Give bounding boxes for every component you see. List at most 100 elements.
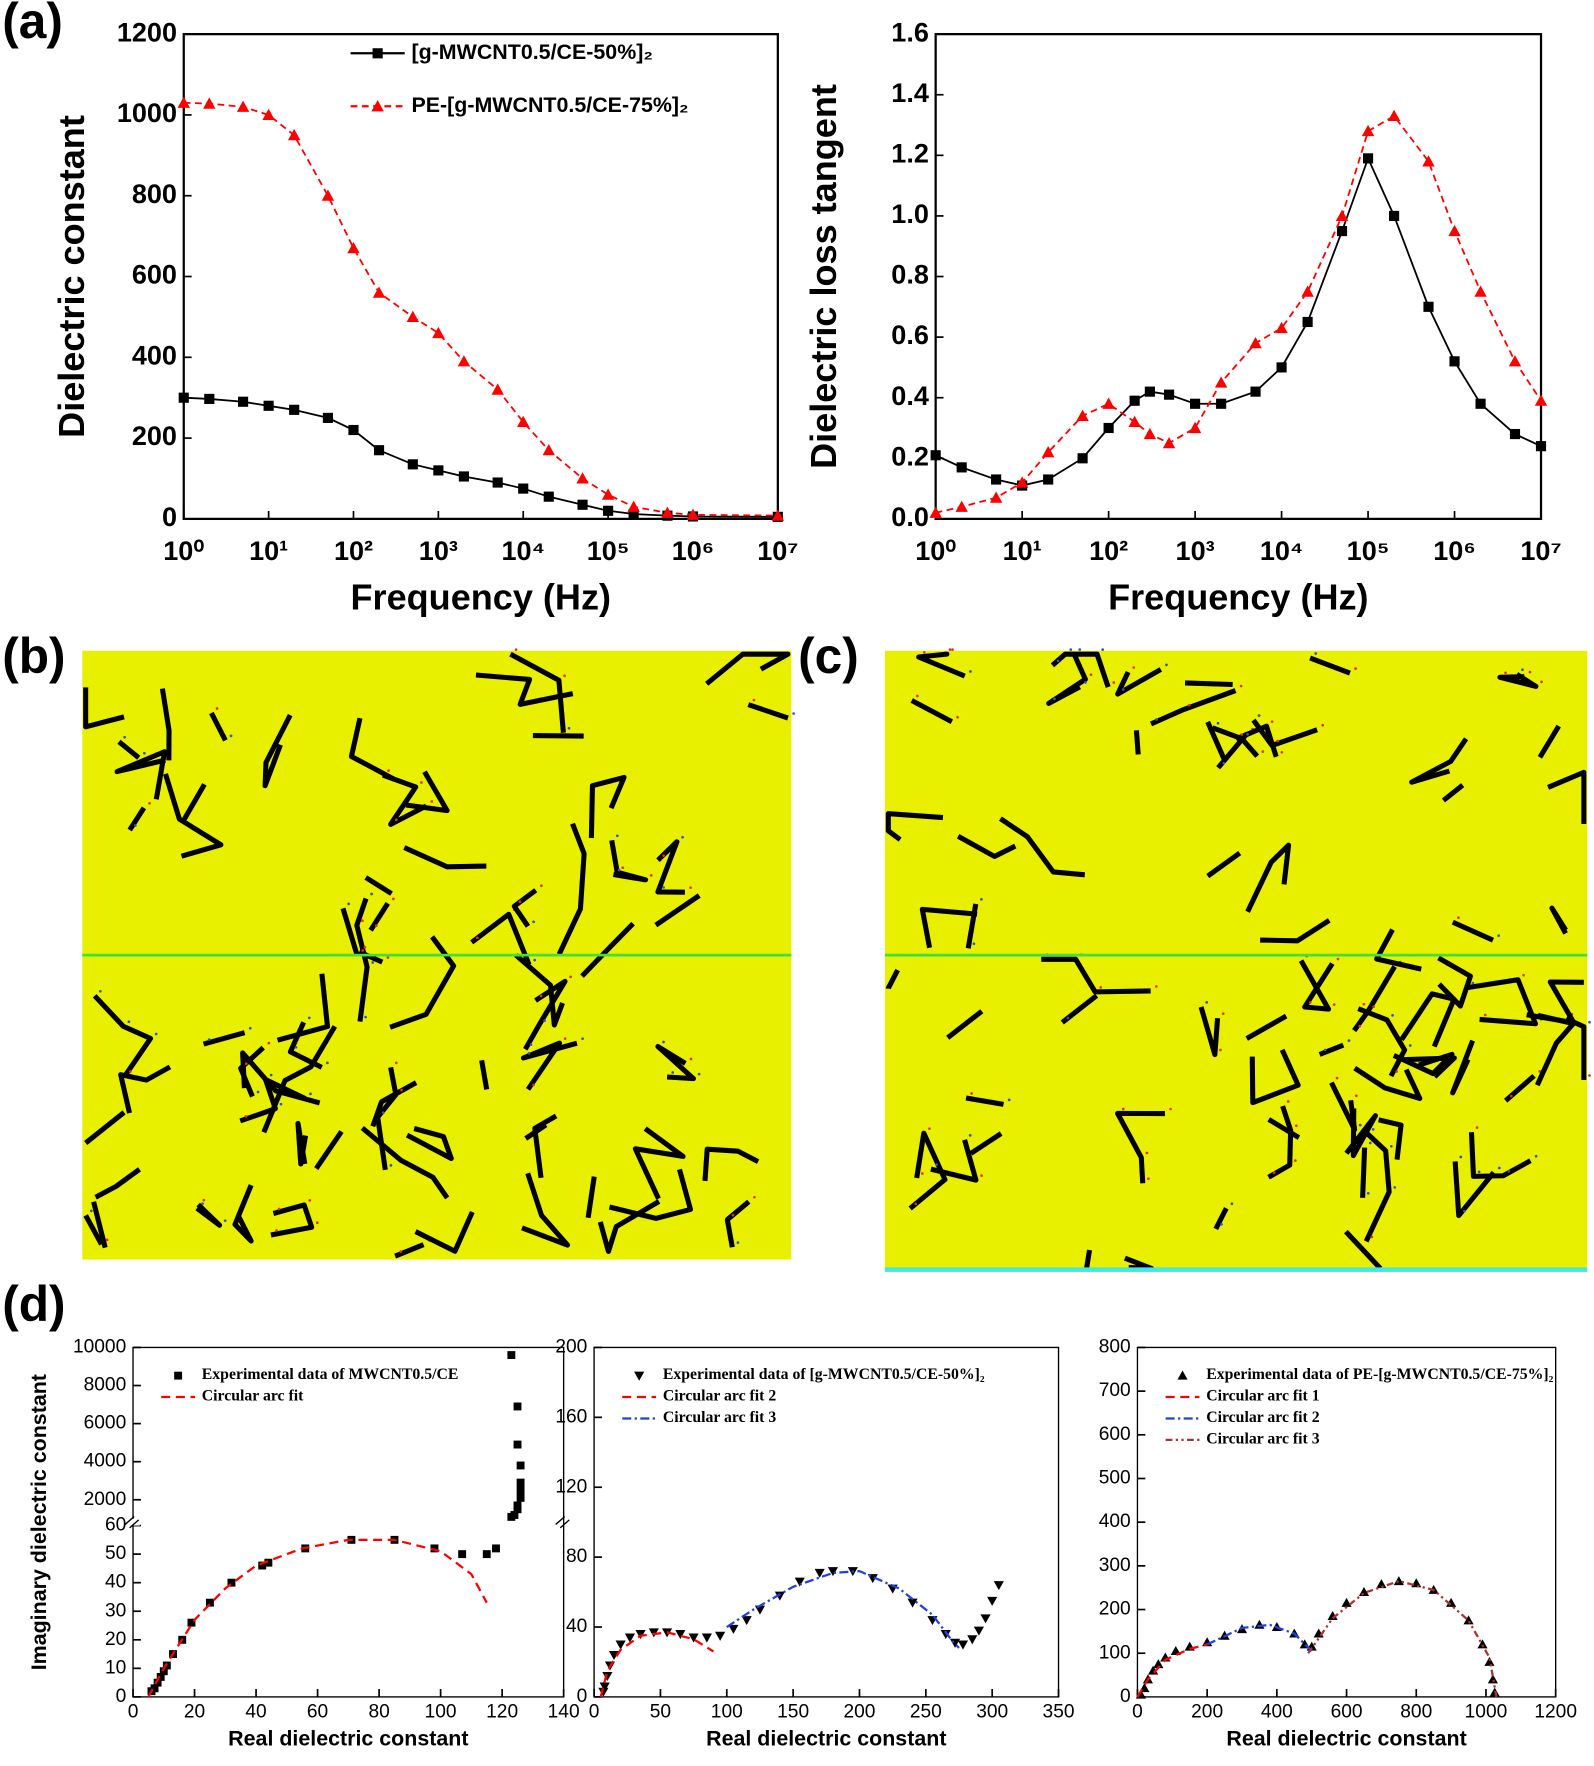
charge-dot: [1169, 1107, 1172, 1111]
x-tick-label: 250: [910, 1702, 942, 1723]
charge-dot: [1286, 1100, 1290, 1103]
charge-dot: [89, 1209, 93, 1213]
charge-dot: [420, 781, 423, 784]
marker: [635, 1630, 646, 1640]
nanotube: [1318, 1042, 1345, 1057]
charge-dot: [1084, 681, 1087, 684]
nanotube: [1184, 680, 1233, 688]
charge-dot: [1007, 1098, 1011, 1102]
marker: [1448, 224, 1461, 237]
nanotube: [608, 1168, 693, 1221]
charge-dot: [207, 1038, 211, 1041]
nanotube: [509, 651, 566, 733]
charge-dot: [792, 712, 795, 715]
charge-dot: [134, 824, 137, 827]
nanotube: [885, 811, 944, 842]
charge-dot: [527, 1052, 531, 1055]
charge-dot: [649, 873, 653, 877]
charge-dot: [567, 726, 571, 730]
charge-dot: [315, 1221, 319, 1225]
charge-dot: [392, 897, 395, 901]
marker: [701, 1633, 712, 1643]
nanotube: [117, 739, 141, 760]
nanotube: [1363, 1131, 1392, 1243]
marker: [433, 465, 444, 476]
marker: [907, 1598, 918, 1608]
marker: [577, 499, 588, 510]
marker: [1389, 210, 1400, 221]
nanotube: [655, 839, 685, 895]
charge-dot: [689, 886, 692, 890]
charge-dot: [294, 1045, 298, 1049]
charge-dot: [662, 1040, 665, 1044]
charge-dot: [201, 1202, 204, 1206]
charge-dot: [1395, 1070, 1398, 1073]
y-axis-label: Imaginary dielectric constant: [27, 1374, 51, 1670]
nanotube: [588, 774, 627, 839]
marker: [204, 393, 215, 404]
y-tick-label: 200: [555, 1337, 587, 1358]
nanotube: [705, 651, 791, 686]
charge-dot: [1294, 1159, 1297, 1162]
marker: [542, 444, 555, 456]
marker: [518, 483, 529, 494]
y-tick-label: 0: [577, 1686, 588, 1707]
marker: [227, 1578, 236, 1587]
charge-dot: [1463, 1209, 1466, 1213]
charge-dot: [1099, 985, 1103, 989]
nanotube: [195, 1202, 223, 1228]
y-tick-label: 0: [116, 1686, 127, 1707]
charge-dot: [980, 1174, 983, 1177]
nanotube: [1245, 1013, 1288, 1041]
x-tick-label: 20: [184, 1702, 205, 1723]
charge-dot: [689, 1057, 693, 1061]
nanotube: [340, 907, 360, 956]
marker: [602, 1671, 613, 1682]
nanotube: [1213, 1207, 1229, 1231]
marker: [264, 1558, 273, 1567]
charge-dot: [1165, 663, 1168, 667]
nanotube: [965, 1095, 1004, 1107]
marker: [1487, 1674, 1499, 1684]
nanotube: [724, 1199, 751, 1248]
charge-dot: [920, 1172, 924, 1175]
marker: [1341, 1597, 1352, 1607]
marker: [930, 450, 941, 461]
x-tick-label: 10³: [419, 536, 458, 566]
nanotube: [1344, 1108, 1378, 1159]
charge-dot: [1358, 1024, 1362, 1028]
x-tick-label: 10⁴: [1260, 536, 1303, 566]
nanotube: [1360, 1147, 1368, 1198]
y-tick-label: 600: [1099, 1424, 1131, 1445]
nanotube: [1437, 955, 1473, 1009]
marker: [373, 445, 385, 456]
charge-dot: [1497, 1166, 1501, 1170]
charge-dot: [1370, 1235, 1374, 1239]
x-tick-label: 100: [711, 1702, 743, 1723]
nanotube: [655, 1043, 697, 1082]
x-tick-label: 200: [844, 1702, 876, 1723]
charge-dot: [309, 1092, 312, 1096]
nanotube: [83, 1214, 104, 1246]
charge-dot: [969, 670, 972, 673]
charge-dot: [127, 1020, 131, 1024]
marker: [980, 1614, 991, 1624]
marker: [1411, 1578, 1422, 1588]
marker: [1129, 395, 1140, 406]
charge-dot: [1372, 1005, 1375, 1009]
marker: [457, 355, 471, 367]
marker: [603, 505, 614, 516]
charge-dot: [948, 648, 952, 652]
marker: [1477, 1639, 1488, 1649]
nanotube: [1497, 672, 1539, 689]
charge-dot: [123, 735, 126, 739]
nanotube: [368, 902, 390, 932]
x-axis-label: Frequency (Hz): [351, 577, 611, 618]
y-tick-label: 30: [105, 1600, 126, 1621]
charge-dot: [105, 1238, 109, 1242]
y-tick-label: 10000: [73, 1337, 126, 1358]
charge-dot: [662, 854, 665, 858]
y-tick-label: 0.2: [891, 441, 929, 471]
charge-dot: [363, 946, 367, 949]
charge-dot: [129, 1070, 132, 1073]
